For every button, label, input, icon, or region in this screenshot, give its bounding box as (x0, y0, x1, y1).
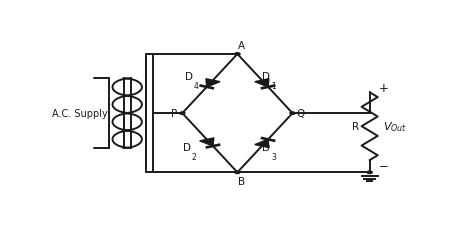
Text: Q: Q (296, 109, 305, 119)
Text: +: + (378, 81, 388, 94)
Polygon shape (206, 79, 220, 88)
Circle shape (290, 112, 295, 115)
Text: D: D (262, 71, 270, 81)
Text: B: B (238, 176, 246, 186)
Text: R: R (352, 122, 359, 132)
Polygon shape (200, 138, 214, 146)
Circle shape (367, 171, 372, 174)
Text: P: P (171, 109, 177, 119)
Text: A: A (238, 41, 246, 51)
Text: −: − (378, 159, 388, 172)
Polygon shape (255, 140, 269, 148)
Text: D: D (263, 142, 271, 152)
Circle shape (235, 54, 240, 56)
Text: D: D (183, 142, 191, 152)
Circle shape (180, 112, 185, 115)
Text: A.C. Supply: A.C. Supply (52, 109, 107, 119)
Text: 3: 3 (272, 153, 276, 161)
Text: 2: 2 (192, 153, 197, 161)
Text: $V_{Out}$: $V_{Out}$ (383, 120, 407, 133)
Text: 4: 4 (194, 81, 199, 90)
Circle shape (235, 171, 240, 174)
Text: 1: 1 (271, 81, 275, 90)
Text: D: D (184, 71, 192, 81)
Polygon shape (255, 79, 269, 88)
